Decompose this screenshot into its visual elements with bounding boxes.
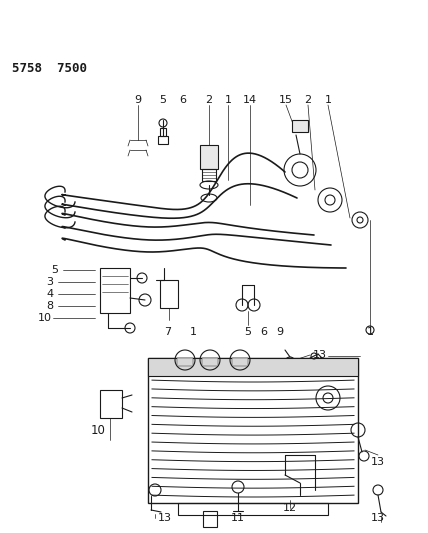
Text: 12: 12 xyxy=(283,503,297,513)
Bar xyxy=(100,390,122,418)
Text: 10: 10 xyxy=(91,424,105,437)
Text: 4: 4 xyxy=(46,289,54,299)
Bar xyxy=(178,503,328,515)
Text: 13: 13 xyxy=(158,513,172,523)
Text: 15: 15 xyxy=(279,95,293,105)
Bar xyxy=(148,358,358,376)
Bar xyxy=(160,128,166,136)
Text: 5: 5 xyxy=(244,327,252,337)
Text: 6: 6 xyxy=(261,327,268,337)
Text: 1: 1 xyxy=(225,95,232,105)
Text: 2: 2 xyxy=(304,95,312,105)
Bar xyxy=(200,145,218,169)
Text: 6: 6 xyxy=(179,95,187,105)
Text: 13: 13 xyxy=(371,513,385,523)
Text: 3: 3 xyxy=(47,277,54,287)
Text: 2: 2 xyxy=(205,95,213,105)
Bar xyxy=(177,358,193,366)
Text: 7: 7 xyxy=(164,327,172,337)
Text: 13: 13 xyxy=(313,350,327,360)
Text: 1: 1 xyxy=(190,327,196,337)
Text: 13: 13 xyxy=(371,457,385,467)
Text: 1: 1 xyxy=(324,95,332,105)
Text: 5: 5 xyxy=(160,95,166,105)
Text: 5: 5 xyxy=(51,265,59,275)
Bar xyxy=(148,358,358,503)
Text: 11: 11 xyxy=(231,513,245,523)
Text: 8: 8 xyxy=(46,301,54,311)
Bar xyxy=(202,169,216,181)
Bar xyxy=(158,136,168,144)
Text: 9: 9 xyxy=(134,95,142,105)
Text: 10: 10 xyxy=(38,313,52,323)
Text: 14: 14 xyxy=(243,95,257,105)
Bar xyxy=(100,268,130,313)
Bar xyxy=(232,358,248,366)
Bar xyxy=(203,511,217,527)
Bar xyxy=(202,358,218,366)
Bar xyxy=(292,120,308,132)
Text: 9: 9 xyxy=(276,327,284,337)
Text: 1: 1 xyxy=(366,327,374,337)
Bar xyxy=(160,280,178,308)
Text: 5758  7500: 5758 7500 xyxy=(12,62,87,75)
